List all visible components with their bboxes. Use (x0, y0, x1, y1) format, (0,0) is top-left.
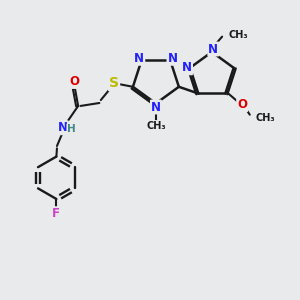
Text: CH₃: CH₃ (147, 121, 166, 131)
Text: H: H (67, 124, 76, 134)
Text: N: N (58, 121, 68, 134)
Text: F: F (52, 207, 60, 220)
Text: N: N (182, 61, 192, 74)
Text: CH₃: CH₃ (255, 112, 275, 123)
Text: N: N (167, 52, 177, 65)
Text: CH₃: CH₃ (229, 30, 248, 40)
Text: N: N (151, 100, 161, 113)
Text: N: N (134, 52, 144, 65)
Text: S: S (109, 76, 119, 90)
Text: N: N (208, 43, 218, 56)
Text: O: O (69, 75, 79, 88)
Text: O: O (237, 98, 247, 111)
